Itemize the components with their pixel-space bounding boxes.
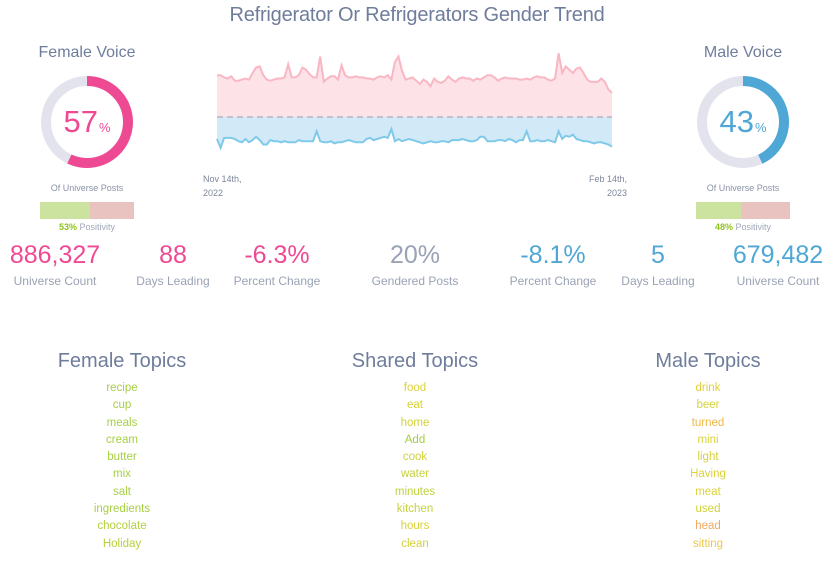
male-topics: Male Topics drink beer turned mini light Havi… bbox=[588, 350, 828, 553]
topic-item[interactable]: Having bbox=[690, 468, 726, 481]
topic-item[interactable]: cup bbox=[112, 399, 132, 412]
stat-label: Universe Count bbox=[736, 274, 820, 288]
female-percent-sign: % bbox=[98, 119, 111, 135]
trend-area-plot bbox=[216, 53, 613, 151]
topic-item[interactable]: mix bbox=[113, 468, 131, 481]
topic-item[interactable]: meat bbox=[695, 485, 721, 498]
male-subtitle: Of Universe Posts bbox=[706, 183, 780, 193]
stat-value: 88 bbox=[159, 241, 187, 269]
male-positive-segment bbox=[696, 202, 742, 219]
gender-trend-chart: Nov 14th, 2022 Feb 14th, 2023 bbox=[200, 48, 630, 208]
female-voice-title: Female Voice bbox=[38, 44, 136, 61]
stat-label: Days Leading bbox=[136, 274, 210, 288]
male-line bbox=[216, 126, 613, 151]
male-voice-title: Male Voice bbox=[703, 44, 783, 61]
female-line bbox=[217, 53, 613, 94]
page-title: Refrigerator Or Refrigerators Gender Tre… bbox=[229, 4, 605, 26]
male-days-leading: 5 Days Leading bbox=[610, 240, 706, 288]
topic-item[interactable]: ingredients bbox=[93, 503, 151, 516]
topic-item[interactable]: food bbox=[403, 382, 427, 394]
shared-topics: Shared Topics food eat home Add cook water min… bbox=[295, 350, 535, 553]
stat-label: Days Leading bbox=[621, 274, 695, 288]
topic-item[interactable]: salt bbox=[113, 485, 131, 498]
topic-item[interactable]: sitting bbox=[692, 537, 724, 550]
stat-label: Percent Change bbox=[233, 274, 321, 288]
topic-item[interactable]: mini bbox=[697, 433, 719, 446]
male-negative-segment bbox=[741, 202, 790, 219]
stat-label: Gendered Posts bbox=[371, 274, 459, 288]
topic-item[interactable]: cream bbox=[106, 433, 138, 446]
male-percent-change: -8.1% Percent Change bbox=[498, 240, 608, 288]
male-positivity-label: 48% Positivity bbox=[676, 222, 810, 232]
male-positivity-value: 48% bbox=[714, 222, 733, 232]
topic-item[interactable]: beer bbox=[696, 399, 720, 412]
stat-value: 20% bbox=[389, 241, 441, 269]
stat-label: Universe Count bbox=[13, 274, 97, 288]
topic-item[interactable]: drink bbox=[695, 382, 721, 394]
female-universe-count: 886,327 Universe Count bbox=[0, 240, 110, 288]
female-days-leading: 88 Days Leading bbox=[125, 240, 221, 288]
topic-item[interactable]: meals bbox=[106, 416, 138, 429]
shared-topics-list: food eat home Add cook water minutes kitchen hou… bbox=[295, 380, 535, 553]
male-percent-sign: % bbox=[754, 119, 767, 135]
female-negative-segment bbox=[89, 202, 134, 219]
start-date: Nov 14th, 2022 bbox=[203, 174, 242, 198]
female-voice-panel: Female Voice 57 % Of Universe Posts 53% … bbox=[20, 44, 154, 232]
male-topics-list: drink beer turned mini light Having meat used he… bbox=[588, 380, 828, 553]
topic-item[interactable]: butter bbox=[107, 451, 137, 464]
female-positivity-bar bbox=[40, 202, 134, 219]
topic-item[interactable]: Add bbox=[404, 433, 426, 446]
topic-item[interactable]: clean bbox=[401, 537, 429, 550]
female-positivity-label: 53% Positivity bbox=[20, 222, 154, 232]
female-percent-change: -6.3% Percent Change bbox=[222, 240, 332, 288]
stat-value: 5 bbox=[651, 241, 665, 269]
topic-item[interactable]: home bbox=[400, 416, 430, 429]
topic-item[interactable]: turned bbox=[691, 416, 725, 429]
topic-item[interactable]: chocolate bbox=[97, 520, 147, 533]
female-positivity-text: Positivity bbox=[77, 222, 116, 232]
female-donut-chart: 57 % bbox=[39, 74, 135, 170]
female-positivity-value: 53% bbox=[58, 222, 77, 232]
male-donut-ring bbox=[697, 76, 789, 168]
female-percent-value: 57 bbox=[63, 104, 98, 139]
male-positivity-text: Positivity bbox=[733, 222, 772, 232]
female-donut-ring bbox=[41, 76, 133, 168]
stat-value: 679,482 bbox=[732, 241, 824, 269]
topic-item[interactable]: kitchen bbox=[396, 503, 434, 516]
female-area bbox=[217, 53, 612, 117]
male-donut-chart: 43 % bbox=[695, 74, 791, 170]
male-voice-panel: Male Voice 43 % Of Universe Posts 48% Po… bbox=[676, 44, 810, 232]
female-positive-segment bbox=[40, 202, 90, 219]
female-topics-list: recipe cup meals cream butter mix salt ingredie… bbox=[2, 380, 242, 553]
topic-item[interactable]: head bbox=[695, 520, 721, 533]
topic-item[interactable]: water bbox=[400, 468, 430, 481]
stat-value: -6.3% bbox=[244, 241, 310, 269]
female-topics-title: Female Topics bbox=[57, 350, 187, 372]
end-date: Feb 14th, 2023 bbox=[588, 174, 627, 198]
male-topics-title: Male Topics bbox=[655, 350, 761, 372]
topic-item[interactable]: minutes bbox=[394, 485, 436, 498]
topic-item[interactable]: used bbox=[695, 503, 721, 516]
male-area bbox=[217, 117, 612, 148]
male-percent-value: 43 bbox=[719, 104, 754, 139]
topic-item[interactable]: Holiday bbox=[102, 537, 142, 550]
gendered-posts: 20% Gendered Posts bbox=[360, 240, 470, 288]
stat-label: Percent Change bbox=[509, 274, 597, 288]
shared-topics-title: Shared Topics bbox=[351, 350, 479, 372]
stat-value: -8.1% bbox=[520, 241, 586, 269]
stat-value: 886,327 bbox=[9, 241, 101, 269]
female-subtitle: Of Universe Posts bbox=[50, 183, 124, 193]
topic-item[interactable]: hours bbox=[400, 520, 430, 533]
topic-item[interactable]: recipe bbox=[106, 382, 138, 394]
topic-item[interactable]: cook bbox=[402, 451, 428, 464]
female-topics: Female Topics recipe cup meals cream butter m… bbox=[2, 350, 242, 553]
male-positivity-bar bbox=[696, 202, 790, 219]
topic-item[interactable]: light bbox=[697, 451, 719, 464]
topic-item[interactable]: eat bbox=[407, 399, 423, 412]
male-universe-count: 679,482 Universe Count bbox=[722, 240, 834, 288]
